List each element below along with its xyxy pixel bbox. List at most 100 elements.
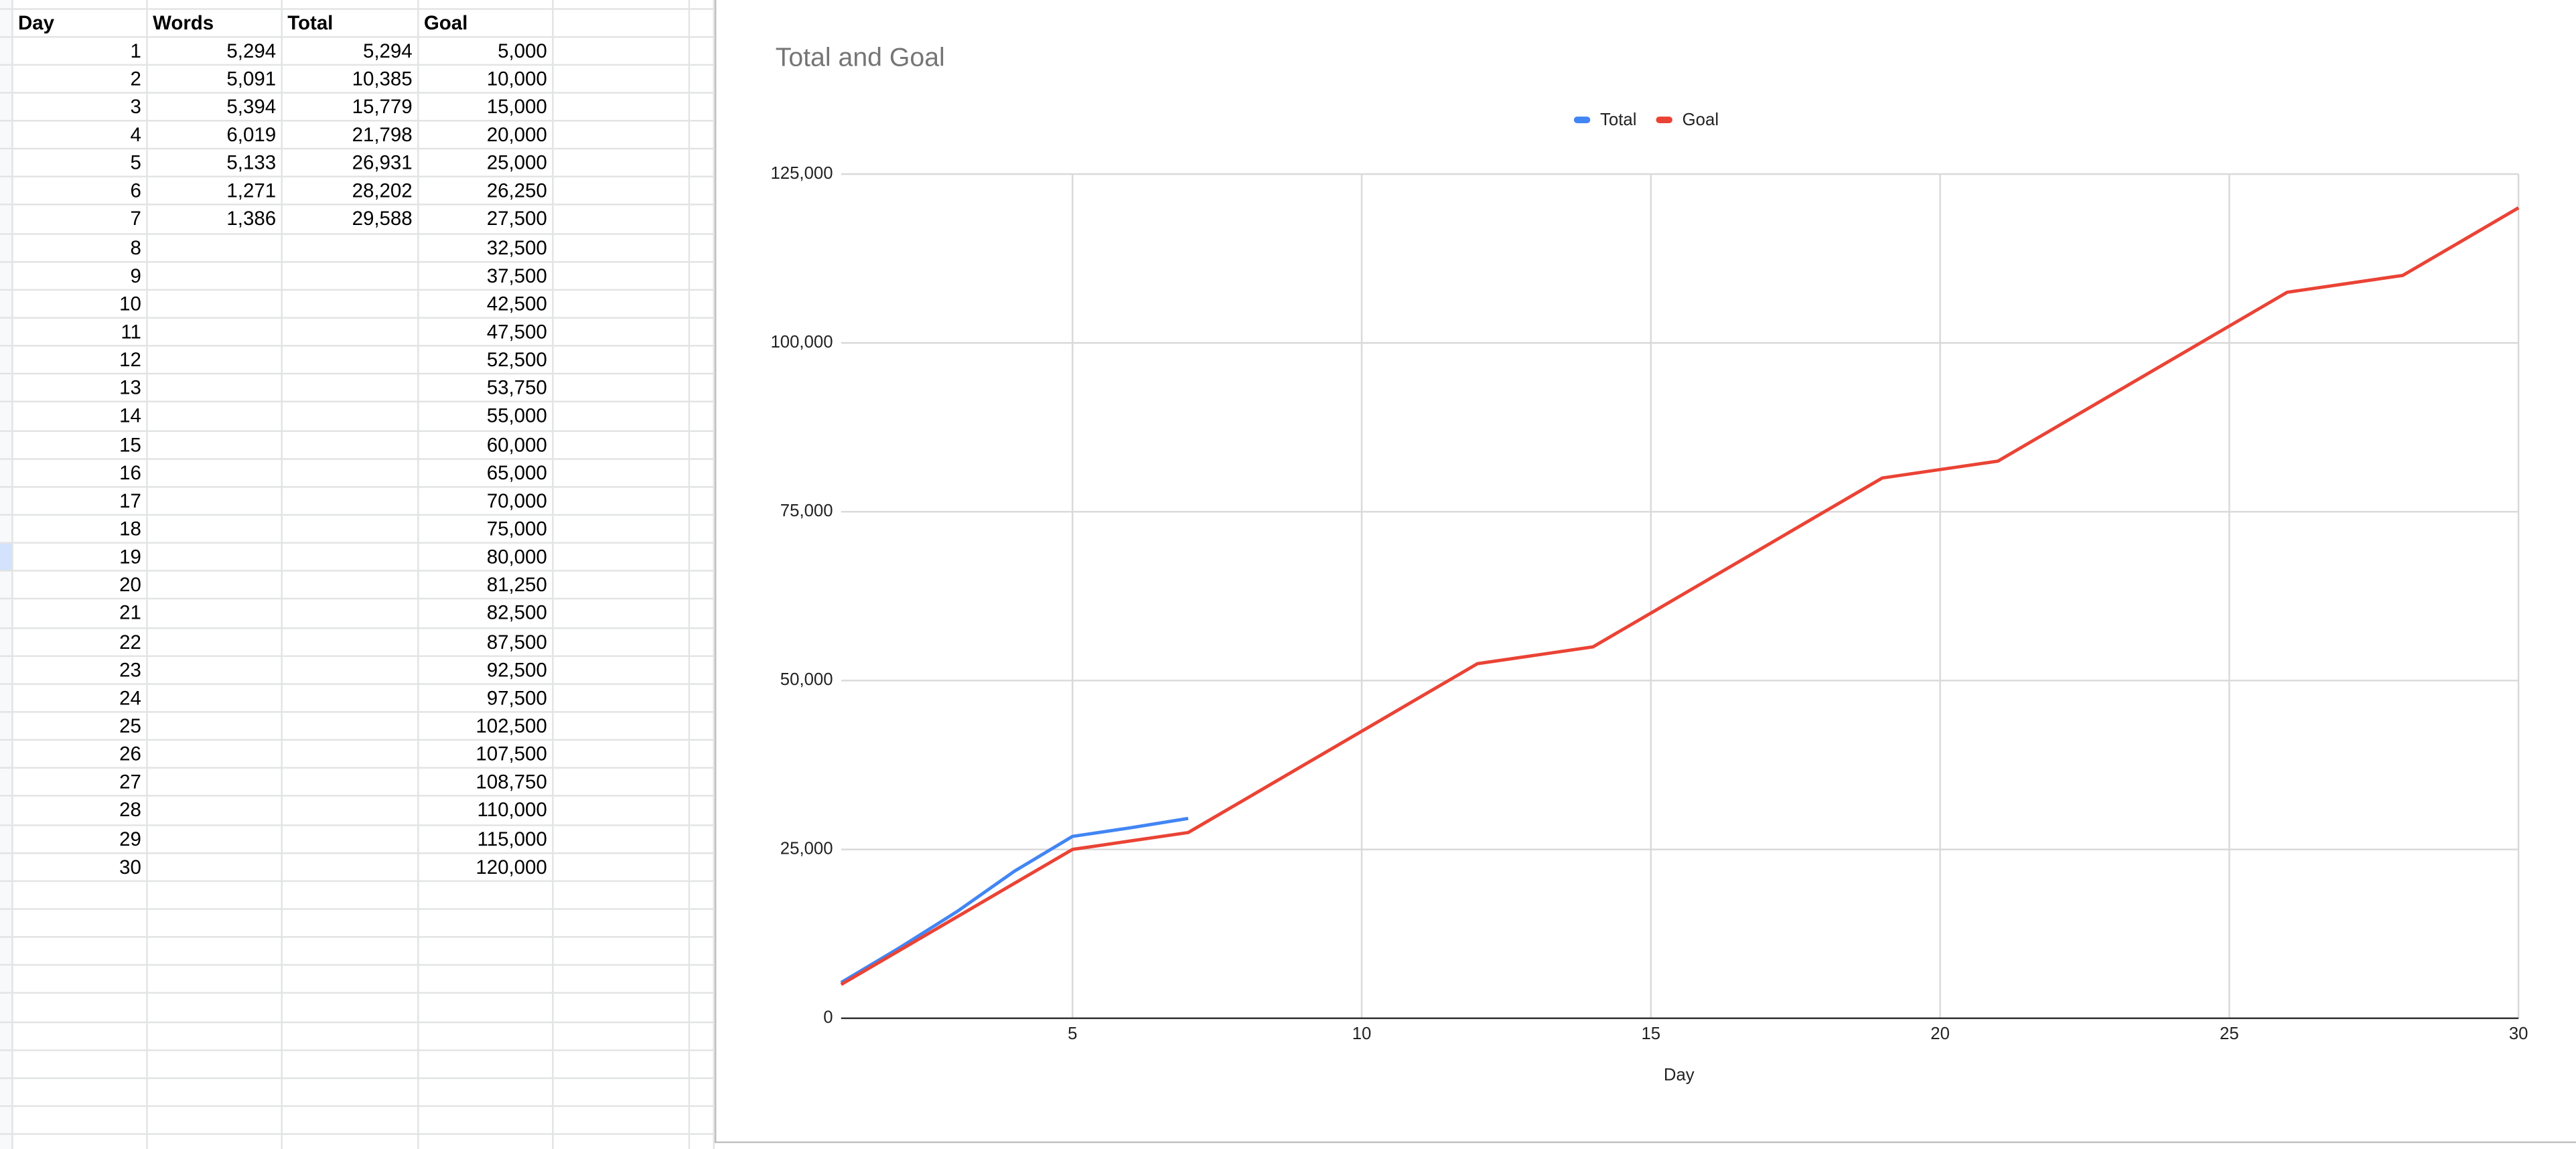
cell[interactable]: 5,294 xyxy=(282,37,419,66)
cell[interactable]: 3 xyxy=(13,93,148,122)
cell[interactable] xyxy=(147,1107,283,1136)
cell[interactable]: 10 xyxy=(13,290,148,319)
cell[interactable] xyxy=(553,346,691,375)
cell[interactable] xyxy=(690,0,715,9)
cell[interactable]: 10,000 xyxy=(419,65,554,94)
cell[interactable] xyxy=(419,909,554,938)
cell[interactable]: 8 xyxy=(13,234,148,262)
cell[interactable]: 82,500 xyxy=(419,600,554,629)
cell[interactable] xyxy=(553,37,691,66)
cell[interactable] xyxy=(690,881,715,910)
cell[interactable]: 29 xyxy=(13,825,148,854)
cell[interactable]: 115,000 xyxy=(419,825,554,854)
cell[interactable] xyxy=(419,966,554,994)
cell[interactable] xyxy=(282,459,419,488)
cell[interactable] xyxy=(419,1135,554,1149)
cell[interactable] xyxy=(282,431,419,460)
cell[interactable] xyxy=(553,1107,691,1136)
cell[interactable]: 5,000 xyxy=(419,37,554,66)
cell[interactable] xyxy=(690,459,715,488)
cell[interactable] xyxy=(553,909,691,938)
cell[interactable]: 32,500 xyxy=(419,234,554,262)
row-header[interactable] xyxy=(0,1107,13,1136)
cell[interactable] xyxy=(282,741,419,769)
row-header[interactable] xyxy=(0,431,13,460)
cell[interactable] xyxy=(147,966,283,994)
cell[interactable] xyxy=(553,712,691,741)
cell[interactable] xyxy=(553,741,691,769)
cell[interactable] xyxy=(147,994,283,1022)
row-header[interactable] xyxy=(0,177,13,206)
cell[interactable] xyxy=(13,994,148,1022)
cell[interactable] xyxy=(282,600,419,629)
cell[interactable]: 4 xyxy=(13,121,148,150)
cell[interactable] xyxy=(553,262,691,291)
header-cell[interactable]: Words xyxy=(147,9,283,37)
cell[interactable]: 97,500 xyxy=(419,684,554,713)
cell[interactable]: 23 xyxy=(13,656,148,685)
cell[interactable] xyxy=(282,234,419,262)
header-cell[interactable]: Goal xyxy=(419,9,554,37)
cell[interactable] xyxy=(554,1135,691,1149)
cell[interactable] xyxy=(282,1050,419,1079)
cell[interactable] xyxy=(553,375,691,404)
cell[interactable] xyxy=(419,937,554,966)
cell[interactable] xyxy=(553,1079,691,1107)
cell[interactable] xyxy=(553,544,691,572)
cell[interactable]: 25 xyxy=(13,712,148,741)
row-header[interactable] xyxy=(0,628,13,657)
cell[interactable]: 20,000 xyxy=(419,121,554,150)
cell[interactable] xyxy=(147,1079,283,1107)
cell[interactable] xyxy=(13,881,148,910)
cell[interactable] xyxy=(147,516,283,544)
row-header[interactable] xyxy=(0,37,13,66)
cell[interactable] xyxy=(553,572,691,601)
cell[interactable] xyxy=(147,656,283,685)
row-header[interactable] xyxy=(0,206,13,234)
cell[interactable] xyxy=(690,825,715,854)
cell[interactable] xyxy=(690,628,715,657)
cell[interactable] xyxy=(147,712,283,741)
cell[interactable] xyxy=(553,431,691,460)
cell[interactable]: 11 xyxy=(13,318,148,347)
row-header[interactable] xyxy=(0,853,13,882)
cell[interactable] xyxy=(553,994,691,1022)
cell[interactable] xyxy=(282,797,419,826)
cell[interactable] xyxy=(282,909,419,938)
cell[interactable] xyxy=(690,656,715,685)
cell[interactable] xyxy=(283,1135,419,1149)
cell[interactable] xyxy=(147,572,283,601)
cell[interactable]: 81,250 xyxy=(419,572,554,601)
cell[interactable] xyxy=(282,684,419,713)
cell[interactable]: 15,000 xyxy=(419,93,554,122)
header-cell[interactable]: Total xyxy=(282,9,419,37)
cell[interactable] xyxy=(690,9,715,37)
cell[interactable] xyxy=(419,1022,554,1051)
cell[interactable]: 22 xyxy=(13,628,148,657)
cell[interactable] xyxy=(690,177,715,206)
cell[interactable] xyxy=(553,149,691,178)
cell[interactable]: 75,000 xyxy=(419,516,554,544)
cell[interactable] xyxy=(147,1022,283,1051)
cell[interactable] xyxy=(147,769,283,797)
cell[interactable] xyxy=(690,853,715,882)
cell[interactable]: 60,000 xyxy=(419,431,554,460)
cell[interactable]: 6 xyxy=(13,177,148,206)
cell[interactable] xyxy=(282,1022,419,1051)
cell[interactable] xyxy=(282,656,419,685)
cell[interactable]: 21 xyxy=(13,600,148,629)
cell[interactable]: 14 xyxy=(13,403,148,432)
row-header[interactable] xyxy=(0,966,13,994)
cell[interactable] xyxy=(282,403,419,432)
cell[interactable] xyxy=(282,628,419,657)
cell[interactable]: 17 xyxy=(13,487,148,516)
row-header[interactable] xyxy=(0,346,13,375)
cell[interactable]: 29,588 xyxy=(282,206,419,234)
row-header[interactable] xyxy=(0,1135,13,1149)
cell[interactable]: 110,000 xyxy=(419,797,554,826)
cell[interactable] xyxy=(147,290,283,319)
cell[interactable] xyxy=(690,262,715,291)
cell[interactable] xyxy=(282,966,419,994)
cell[interactable]: 52,500 xyxy=(419,346,554,375)
header-cell[interactable]: Day xyxy=(13,9,148,37)
